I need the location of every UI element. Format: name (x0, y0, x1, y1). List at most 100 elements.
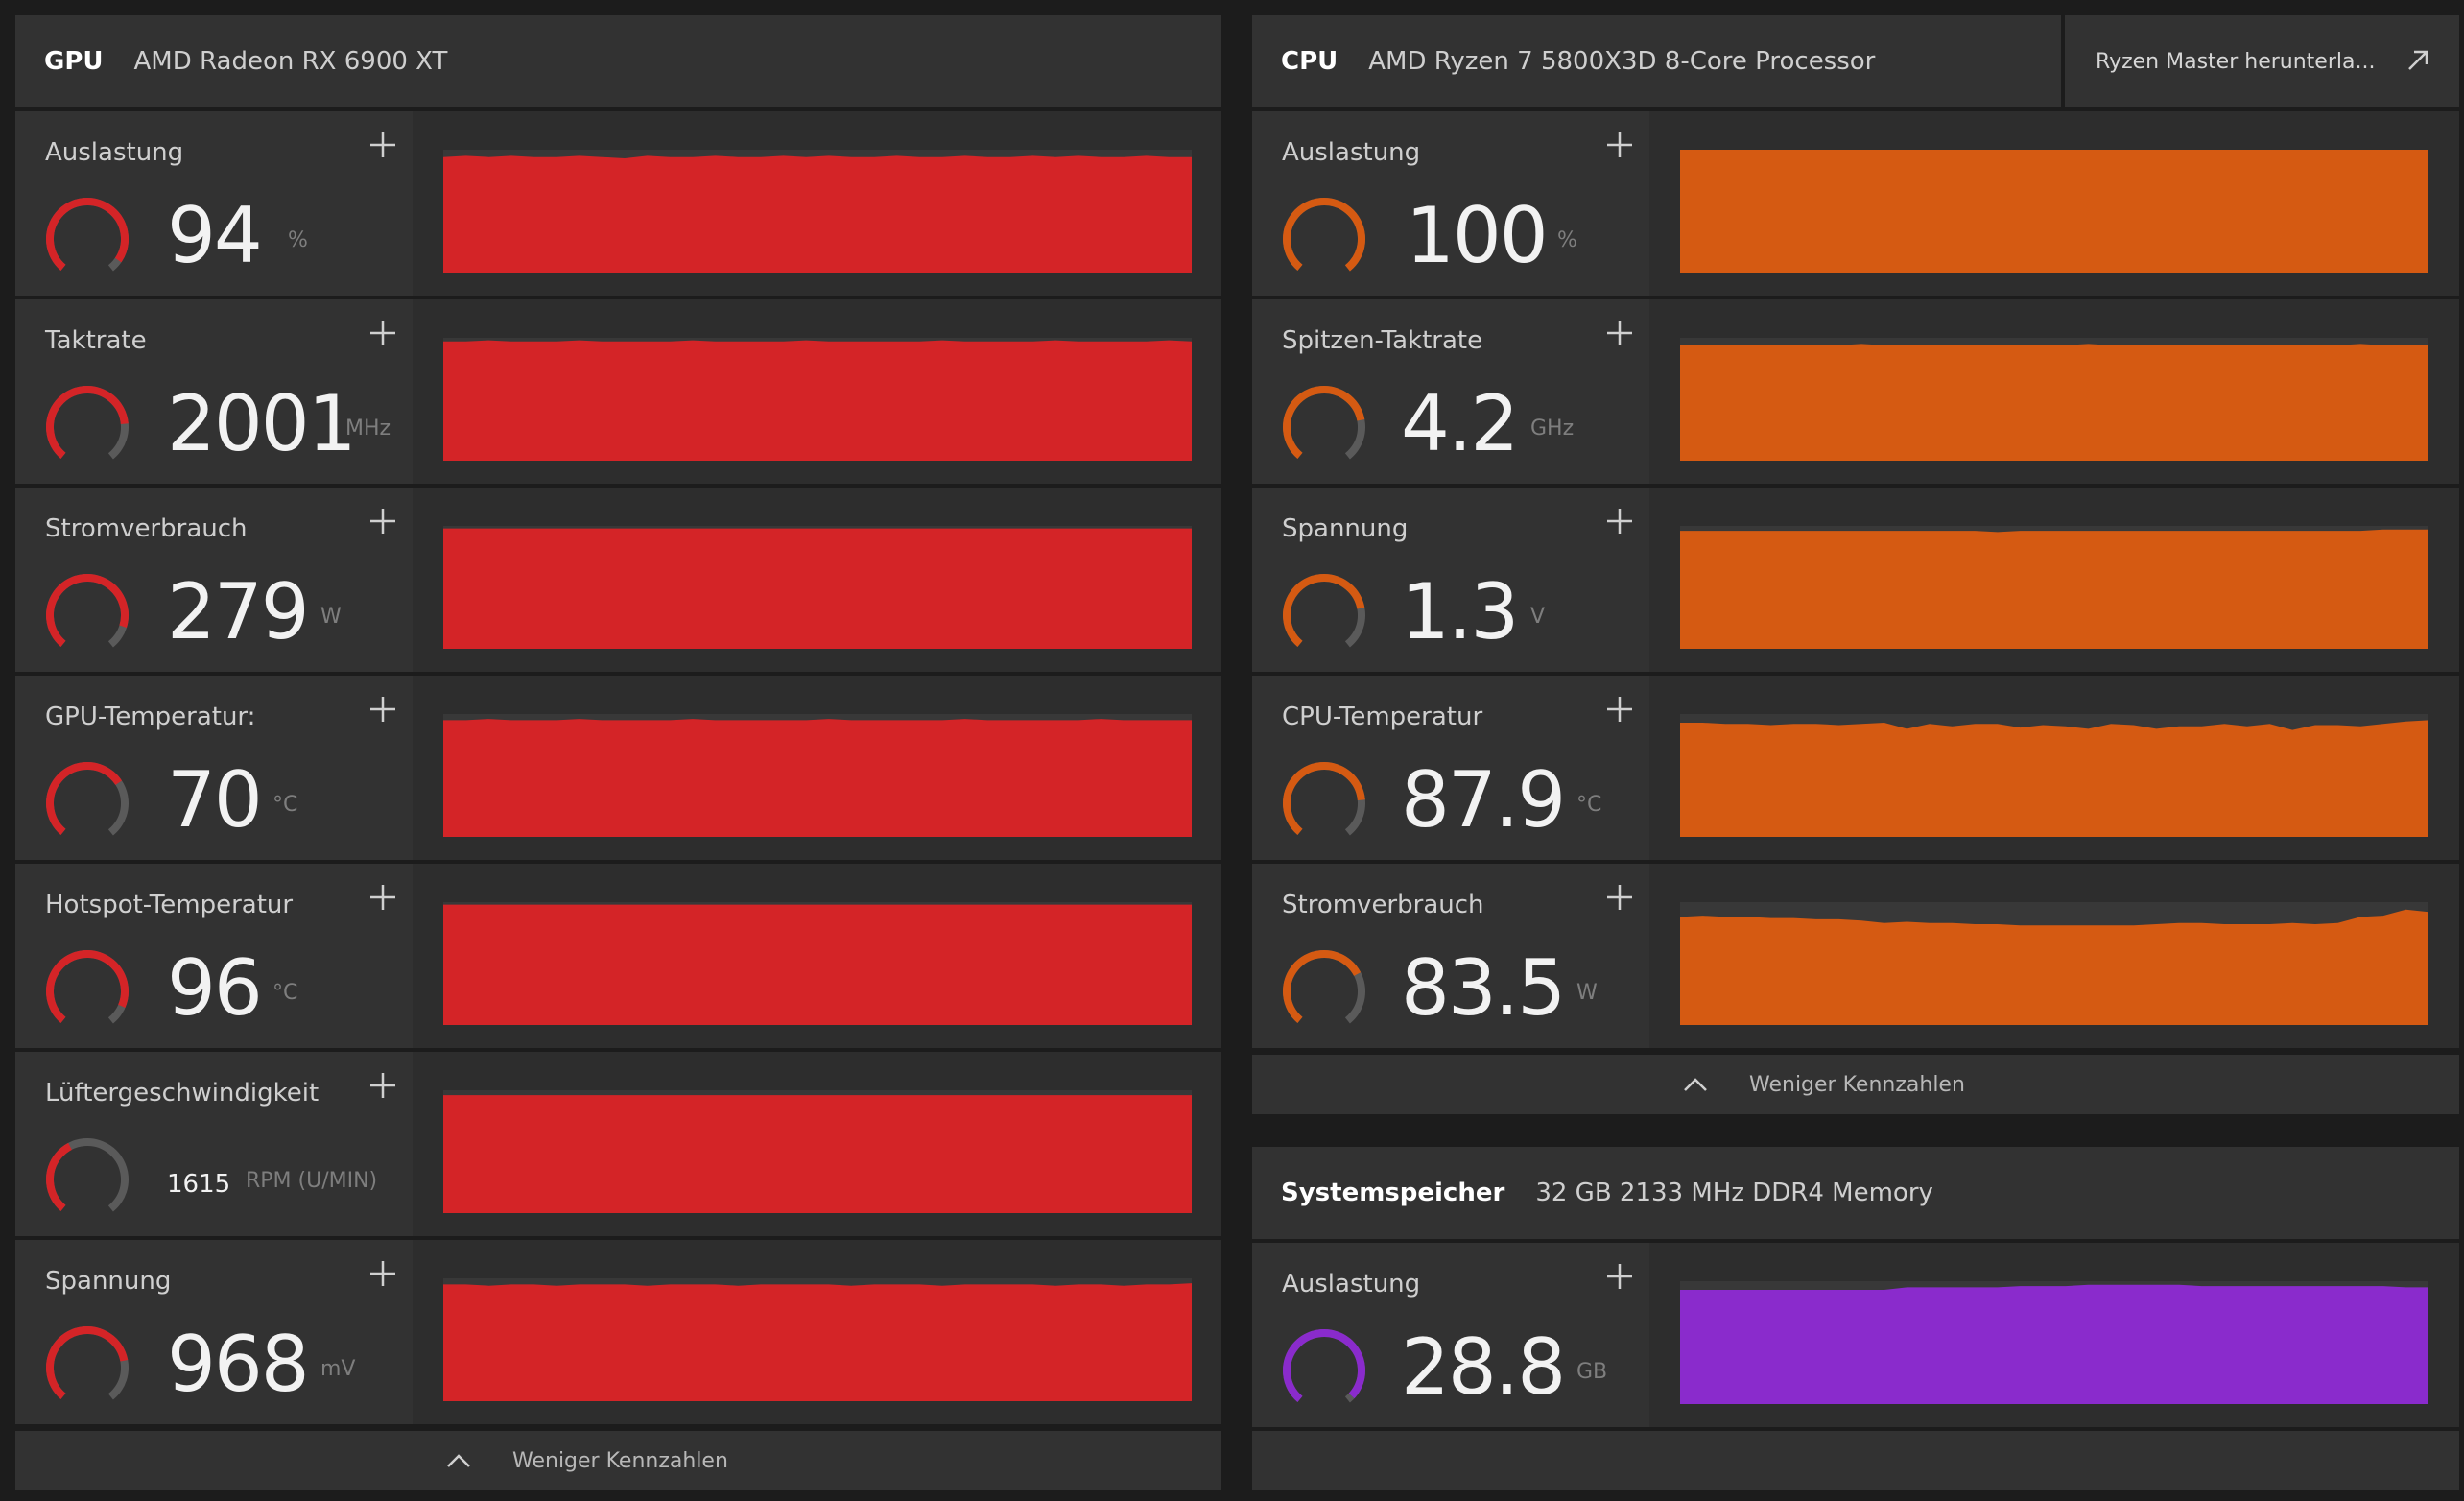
fewer-metrics-label: Weniger Kennzahlen (1749, 1072, 1965, 1097)
cpu-tag: CPU (1281, 47, 1339, 76)
chevron-up-icon (447, 1454, 470, 1467)
gauge-track (1283, 198, 1365, 280)
gauge-track (46, 198, 129, 280)
gauge-track (46, 950, 129, 1033)
metric-label: Spitzen-Taktrate (1282, 326, 1483, 355)
history-graph (443, 338, 1192, 461)
gpu-fewer-metrics-button[interactable]: Weniger Kennzahlen (15, 1431, 1221, 1490)
history-area-chart (1680, 909, 2428, 1025)
metric-value: 4.2 (1401, 379, 1519, 468)
metric-value: 968 (167, 1320, 310, 1409)
gpu-panel: GPU AMD Radeon RX 6900 XT Auslastung 94 … (15, 15, 1221, 1490)
cpu-metric-peak-clock: Spitzen-Taktrate 4.2 GHz (1252, 299, 2459, 484)
gpu-metric-power: Stromverbrauch 279 W (15, 488, 1221, 672)
metric-unit: W (1576, 981, 1598, 1005)
gauge-track (1283, 386, 1365, 468)
gauge-icon (46, 950, 129, 1033)
memory-name: 32 GB 2133 MHz DDR4 Memory (1535, 1179, 1933, 1207)
gauge-arc (46, 762, 129, 845)
history-area (443, 340, 1192, 461)
history-graph (1680, 902, 2428, 1025)
metric-unit: °C (272, 981, 298, 1005)
metric-value: 70 (167, 755, 263, 845)
history-area (1680, 150, 2428, 273)
add-metric-plus-icon[interactable] (1603, 505, 1636, 537)
add-metric-plus-icon[interactable] (367, 881, 399, 914)
history-area-chart (1680, 720, 2428, 837)
gauge-icon (46, 1326, 129, 1409)
history-area-chart (443, 719, 1192, 837)
memory-header: Systemspeicher 32 GB 2133 MHz DDR4 Memor… (1252, 1147, 2459, 1239)
history-area (443, 1095, 1192, 1213)
add-metric-plus-icon[interactable] (1603, 693, 1636, 726)
add-metric-plus-icon[interactable] (367, 693, 399, 726)
gauge-arc (46, 1326, 129, 1409)
gauge-icon (46, 762, 129, 845)
gauge-arc (46, 950, 129, 1033)
metric-value: 1615 (167, 1170, 231, 1199)
cpu-name: AMD Ryzen 7 5800X3D 8-Core Processor (1368, 47, 1876, 76)
history-area (1680, 344, 2428, 461)
metric-unit: GB (1576, 1360, 1608, 1384)
metric-unit: °C (1576, 793, 1602, 817)
metric-value: 96 (167, 943, 263, 1033)
history-graph (1680, 526, 2428, 649)
gauge-track (1283, 574, 1365, 656)
gauge-icon (1283, 386, 1365, 468)
gauge-icon (46, 574, 129, 656)
add-metric-plus-icon[interactable] (367, 317, 399, 349)
metric-value: 100 (1406, 191, 1549, 280)
gpu-metric-temperature: GPU-Temperatur: 70 °C (15, 676, 1221, 860)
chevron-up-icon (1684, 1078, 1707, 1091)
gauge-icon (1283, 574, 1365, 656)
cpu-metric-voltage: Spannung 1.3 V (1252, 488, 2459, 672)
gauge-arc (1283, 574, 1365, 656)
metric-label: Stromverbrauch (45, 514, 248, 543)
metric-label: Stromverbrauch (1282, 891, 1484, 919)
add-metric-plus-icon[interactable] (1603, 1260, 1636, 1293)
gauge-arc (46, 574, 129, 656)
gauge-track (46, 1138, 129, 1221)
gauge-arc (1283, 762, 1365, 845)
add-metric-plus-icon[interactable] (367, 1257, 399, 1290)
add-metric-plus-icon[interactable] (1603, 129, 1636, 161)
history-area (443, 155, 1192, 273)
gauge-track (46, 1326, 129, 1409)
metric-label: Lüftergeschwindigkeit (45, 1079, 320, 1108)
gpu-header: GPU AMD Radeon RX 6900 XT (15, 15, 1221, 107)
metric-value: 2001 (167, 379, 357, 468)
gauge-icon (46, 386, 129, 468)
history-graph (443, 150, 1192, 273)
memory-panel-footer (1252, 1431, 2459, 1490)
add-metric-plus-icon[interactable] (367, 505, 399, 537)
metric-unit: V (1530, 605, 1546, 629)
history-graph (1680, 714, 2428, 837)
memory-panel: Systemspeicher 32 GB 2133 MHz DDR4 Memor… (1252, 1147, 2459, 1490)
history-graph (443, 714, 1192, 837)
add-metric-plus-icon[interactable] (367, 129, 399, 161)
history-area-chart (443, 1095, 1192, 1213)
gpu-name: AMD Radeon RX 6900 XT (133, 47, 448, 76)
history-graph (1680, 338, 2428, 461)
add-metric-plus-icon[interactable] (367, 1069, 399, 1102)
ryzen-master-download-link[interactable]: Ryzen Master herunterla... (2061, 15, 2459, 107)
metric-label: Hotspot-Temperatur (45, 891, 294, 919)
history-graph (443, 1090, 1192, 1213)
gauge-arc (1283, 386, 1365, 468)
metric-value: 87.9 (1401, 755, 1566, 845)
memory-metric-utilization: Auslastung 28.8 GB (1252, 1243, 2459, 1427)
gauge-icon (46, 1138, 129, 1221)
cpu-metric-utilization: Auslastung 100 % (1252, 111, 2459, 296)
add-metric-plus-icon[interactable] (1603, 881, 1636, 914)
add-metric-plus-icon[interactable] (1603, 317, 1636, 349)
gauge-track (1283, 950, 1365, 1033)
history-graph (443, 902, 1192, 1025)
cpu-header: CPU AMD Ryzen 7 5800X3D 8-Core Processor… (1252, 15, 2459, 107)
metric-label: Spannung (45, 1267, 172, 1296)
gauge-track (46, 762, 129, 845)
metric-value: 1.3 (1401, 567, 1519, 656)
gauge-icon (1283, 1329, 1365, 1412)
history-area-chart (443, 528, 1192, 649)
cpu-fewer-metrics-button[interactable]: Weniger Kennzahlen (1252, 1055, 2459, 1114)
metric-label: Auslastung (1282, 138, 1421, 167)
